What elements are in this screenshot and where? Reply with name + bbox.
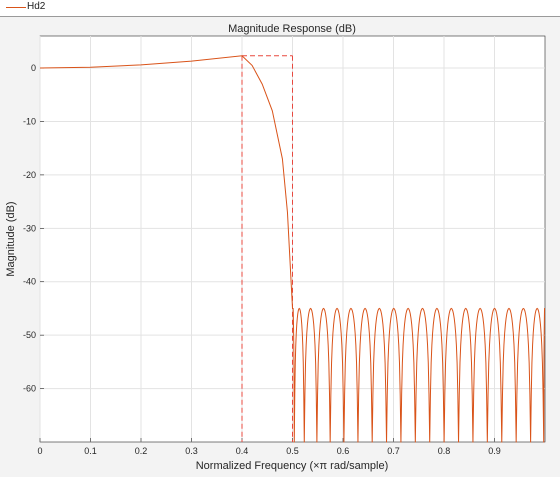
x-tick-label: 0.1 [84,446,97,456]
x-tick-label: 0.8 [438,446,451,456]
x-tick-label: 0 [37,446,42,456]
y-tick-label: 0 [31,63,36,73]
y-tick-label: -40 [23,277,36,287]
y-tick-labels: 0 -10 -20 -30 -40 -50 -60 [23,63,36,394]
x-tick-label: 0.5 [286,446,299,456]
x-tick-label: 0.6 [337,446,350,456]
specification-mask [241,55,293,442]
y-tick-label: -20 [23,170,36,180]
y-tick-label: -30 [23,223,36,233]
y-tick-label: -10 [23,116,36,126]
y-axis-label: Magnitude (dB) [5,201,17,276]
series-line-hd2 [39,55,546,443]
legend-line-hd2 [6,7,26,8]
legend-label-hd2: Hd2 [27,1,46,12]
y-tick-label: -60 [23,384,36,394]
x-tick-label: 0.7 [387,446,400,456]
x-tick-label: 0.3 [185,446,198,456]
x-axis-label: Normalized Frequency (×π rad/sample) [196,460,389,472]
x-tick-label: 0.9 [488,446,501,456]
y-tick-label: -50 [23,330,36,340]
x-tick-labels: 0 0.1 0.2 0.3 0.4 0.5 0.6 0.7 0.8 0.9 [37,446,500,456]
x-tick-label: 0.2 [135,446,148,456]
legend: Hd2 [0,0,560,17]
chart-title: Magnitude Response (dB) [228,23,356,35]
x-tick-label: 0.4 [236,446,249,456]
